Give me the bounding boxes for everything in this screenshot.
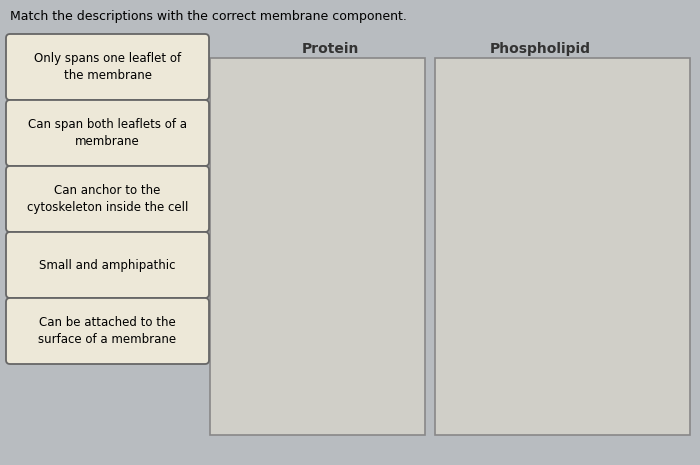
Text: Match the descriptions with the correct membrane component.: Match the descriptions with the correct … [10,10,407,23]
Text: Small and amphipathic: Small and amphipathic [39,259,176,272]
Text: Can anchor to the
cytoskeleton inside the cell: Can anchor to the cytoskeleton inside th… [27,184,188,214]
Text: Can span both leaflets of a
membrane: Can span both leaflets of a membrane [28,118,187,148]
Text: Protein: Protein [301,42,358,56]
Bar [435,58,690,435]
FancyBboxPatch shape [6,232,209,298]
Text: Only spans one leaflet of
the membrane: Only spans one leaflet of the membrane [34,52,181,82]
Text: Can be attached to the
surface of a membrane: Can be attached to the surface of a memb… [38,316,176,346]
Text: Phospholipid: Phospholipid [489,42,591,56]
Bar [210,58,425,435]
FancyBboxPatch shape [6,298,209,364]
FancyBboxPatch shape [6,100,209,166]
FancyBboxPatch shape [6,166,209,232]
FancyBboxPatch shape [6,34,209,100]
